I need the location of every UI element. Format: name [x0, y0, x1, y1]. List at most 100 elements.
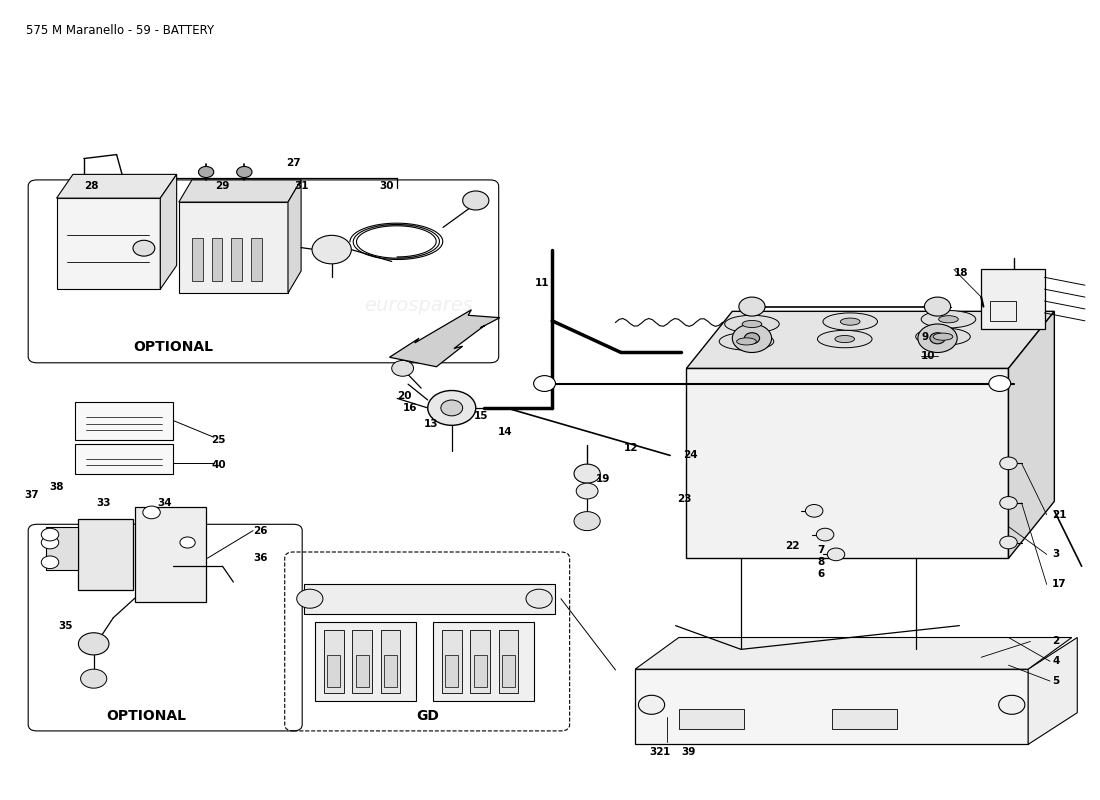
Ellipse shape — [835, 335, 855, 342]
Text: 16: 16 — [403, 403, 417, 413]
Ellipse shape — [817, 330, 872, 348]
Text: 1: 1 — [663, 746, 670, 757]
Text: 8: 8 — [817, 558, 825, 567]
Text: 24: 24 — [683, 450, 697, 461]
Circle shape — [143, 506, 161, 518]
Bar — [433, 622, 534, 701]
Text: 25: 25 — [211, 434, 227, 445]
Bar — [324, 630, 343, 693]
Text: 20: 20 — [397, 391, 411, 401]
Text: 10: 10 — [921, 351, 936, 362]
Bar — [384, 655, 397, 686]
Ellipse shape — [938, 316, 958, 323]
Ellipse shape — [840, 318, 860, 325]
Bar — [679, 709, 745, 729]
Ellipse shape — [915, 328, 970, 346]
Circle shape — [392, 361, 414, 376]
Text: 34: 34 — [157, 498, 172, 508]
Circle shape — [574, 464, 601, 483]
Bar — [316, 622, 416, 701]
Text: eurospares: eurospares — [364, 295, 473, 314]
Bar — [78, 518, 133, 590]
Circle shape — [80, 669, 107, 688]
Bar — [191, 238, 202, 282]
Bar — [474, 655, 486, 686]
Bar — [355, 655, 368, 686]
Bar — [502, 655, 515, 686]
Ellipse shape — [737, 338, 757, 345]
Polygon shape — [1009, 311, 1054, 558]
Bar — [231, 238, 242, 282]
Text: 9: 9 — [921, 332, 928, 342]
Polygon shape — [179, 180, 301, 202]
Text: 4: 4 — [1053, 656, 1059, 666]
Text: 32: 32 — [649, 746, 663, 757]
Bar — [305, 584, 556, 614]
Circle shape — [917, 324, 957, 353]
Polygon shape — [179, 202, 288, 293]
Text: 33: 33 — [97, 498, 111, 508]
Circle shape — [1000, 457, 1018, 470]
Text: 39: 39 — [681, 746, 695, 757]
Polygon shape — [161, 174, 177, 289]
Text: 12: 12 — [624, 442, 639, 453]
Text: 35: 35 — [58, 621, 73, 630]
Text: 15: 15 — [474, 411, 488, 421]
Text: 5: 5 — [1053, 676, 1059, 686]
Ellipse shape — [725, 315, 779, 333]
Text: 26: 26 — [253, 526, 267, 536]
Circle shape — [924, 297, 950, 316]
Polygon shape — [56, 174, 177, 198]
Circle shape — [733, 324, 771, 353]
Text: 18: 18 — [954, 268, 968, 278]
Circle shape — [739, 297, 766, 316]
Circle shape — [441, 400, 463, 416]
Circle shape — [180, 537, 195, 548]
Text: 575 M Maranello - 59 - BATTERY: 575 M Maranello - 59 - BATTERY — [26, 24, 215, 37]
Text: GD: GD — [416, 709, 439, 723]
Circle shape — [930, 333, 945, 344]
Circle shape — [638, 695, 664, 714]
Text: 36: 36 — [253, 554, 267, 563]
Text: 31: 31 — [294, 182, 308, 191]
Circle shape — [805, 505, 823, 517]
Bar — [471, 630, 490, 693]
Text: 23: 23 — [678, 494, 692, 504]
Circle shape — [827, 548, 845, 561]
Circle shape — [463, 191, 488, 210]
Circle shape — [1000, 497, 1018, 510]
Text: 37: 37 — [24, 490, 40, 500]
Polygon shape — [635, 638, 1071, 669]
Ellipse shape — [933, 333, 953, 340]
Bar — [75, 444, 174, 474]
Circle shape — [576, 483, 598, 499]
Circle shape — [745, 333, 760, 344]
Bar — [381, 630, 400, 693]
Circle shape — [297, 590, 323, 608]
Circle shape — [198, 166, 213, 178]
Text: 22: 22 — [784, 542, 800, 551]
Bar — [832, 709, 898, 729]
Circle shape — [42, 528, 58, 541]
Bar — [211, 238, 222, 282]
Bar — [75, 402, 174, 439]
Circle shape — [534, 376, 556, 391]
Polygon shape — [1028, 638, 1077, 744]
Circle shape — [989, 376, 1011, 391]
Polygon shape — [686, 311, 1054, 368]
Ellipse shape — [742, 321, 762, 327]
Circle shape — [999, 695, 1025, 714]
Circle shape — [574, 512, 601, 530]
Text: 40: 40 — [211, 460, 227, 470]
Text: 38: 38 — [50, 482, 64, 492]
Polygon shape — [288, 180, 301, 293]
Bar — [442, 630, 462, 693]
Text: 17: 17 — [1053, 579, 1067, 590]
Text: eurospares: eurospares — [736, 430, 845, 449]
Circle shape — [42, 556, 58, 569]
Bar — [981, 270, 1045, 329]
Text: 11: 11 — [535, 278, 549, 288]
Text: 27: 27 — [286, 158, 300, 167]
Ellipse shape — [823, 313, 878, 330]
Bar — [135, 507, 206, 602]
